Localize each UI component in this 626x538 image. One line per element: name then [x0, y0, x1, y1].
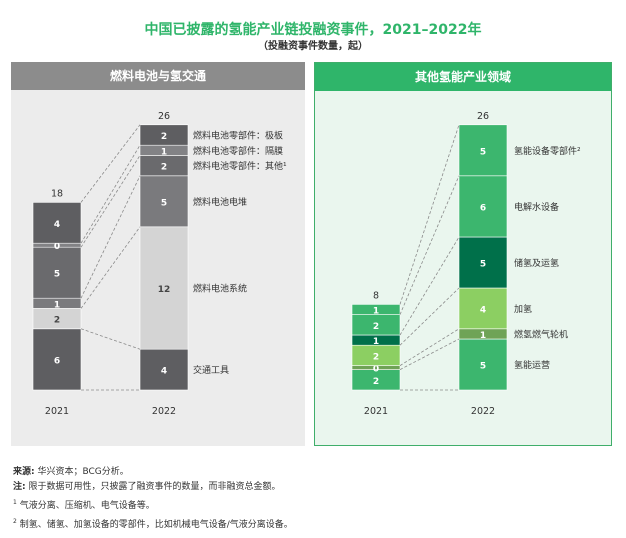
note-line: 注: 限于数据可用性，只披露了融资事件的数量，而非融资总金额。 — [13, 480, 293, 495]
left-series-label-5: 燃料电池零部件：极板 — [193, 130, 283, 142]
left-connector-2 — [80, 226, 141, 309]
left-bar-2021-label-0: 6 — [54, 356, 60, 366]
right-bar-2022-label-1: 1 — [480, 331, 486, 341]
right-connector-5 — [399, 175, 460, 315]
left-category-2022: 2022 — [152, 406, 176, 417]
footnote-1-mark: 1 — [13, 499, 17, 506]
left-series-label-3: 燃料电池零部件：其他¹ — [193, 160, 287, 172]
right-series-label-5: 氢能设备零部件² — [514, 145, 581, 157]
footnote-1-text: 气液分离、压缩机、电气设备等。 — [19, 501, 155, 511]
right-series-label-3: 储氢及运氢 — [514, 257, 559, 269]
left-bar-2021-label-1: 2 — [54, 316, 60, 326]
right-series-label-1: 燃氢燃气轮机 — [514, 328, 568, 340]
footnote-2: 2 制氢、储氢、加氢设备的零部件，比如机械电气设备/气液分离设备。 — [13, 514, 293, 533]
left-bar-2021-label-3: 5 — [54, 270, 60, 280]
left-bar-2022-label-3: 2 — [161, 163, 167, 173]
right-bar-2021-seg-5 — [351, 304, 401, 315]
right-bar-2022-label-3: 5 — [480, 260, 486, 270]
right-connector-2 — [399, 328, 460, 366]
left-panel-title: 燃料电池与氢交通 — [11, 62, 305, 90]
right-bar-2022-label-0: 5 — [480, 362, 486, 372]
left-bar-2021-seg-5 — [32, 202, 82, 244]
charts-svg: 6215041820214125212262022交通工具燃料电池系统燃料电池电… — [32, 111, 581, 417]
right-connector-1 — [399, 338, 460, 370]
left-bar-2021-label-4: 0 — [54, 242, 60, 252]
right-series-label-0: 氢能运营 — [514, 359, 550, 371]
right-total-2021: 8 — [373, 290, 379, 301]
left-bar-2022-seg-1 — [139, 226, 189, 350]
left-bar-2022-seg-0 — [139, 348, 189, 391]
right-panel-title: 其他氢能产业领域 — [315, 63, 611, 91]
right-bar-2022-seg-2 — [458, 287, 508, 330]
left-total-2022: 26 — [158, 111, 170, 122]
right-bar-2021-label-3: 1 — [373, 337, 379, 347]
right-bar-2021-label-5: 1 — [373, 307, 379, 317]
notes: 来源: 华兴资本；BCG分析。 注: 限于数据可用性，只披露了融资事件的数量，而… — [13, 465, 293, 533]
right-series-label-4: 电解水设备 — [514, 201, 559, 213]
left-bar-2021-seg-0 — [32, 328, 82, 391]
left-bar-2022-seg-5 — [139, 124, 189, 146]
left-bar-2021-label-2: 1 — [54, 300, 60, 310]
note-text: 限于数据可用性，只披露了融资事件的数量，而非融资总金额。 — [28, 482, 281, 492]
right-connector-4 — [399, 236, 460, 336]
right-bar-2022-label-5: 5 — [480, 147, 486, 157]
right-connector-6 — [399, 124, 460, 305]
left-connector-3 — [80, 175, 141, 299]
left-total-2021: 18 — [51, 188, 63, 199]
left-category-2021: 2021 — [45, 406, 69, 417]
left-series-label-4: 燃料电池零部件：隔膜 — [193, 145, 283, 157]
right-bar-2022-seg-0 — [458, 338, 508, 391]
left-bar-2022-label-1: 12 — [158, 285, 171, 295]
right-bar-2021-label-2: 2 — [373, 352, 379, 362]
left-bar-2022-label-2: 5 — [161, 198, 167, 208]
right-bar-2022-label-4: 6 — [480, 203, 486, 213]
right-total-2022: 26 — [477, 111, 489, 122]
right-connector-3 — [399, 287, 460, 346]
right-category-2021: 2021 — [364, 406, 388, 417]
chart-subtitle: （投融资事件数量，起） — [258, 41, 368, 52]
footnote-2-mark: 2 — [13, 518, 17, 525]
source-text: 华兴资本；BCG分析。 — [37, 467, 129, 477]
right-bar-2021-label-1: 0 — [373, 365, 379, 375]
left-connector-6 — [80, 124, 141, 203]
right-bar-2022-seg-5 — [458, 124, 508, 177]
left-bar-2022-label-0: 4 — [161, 367, 167, 377]
left-connector-1 — [80, 328, 141, 350]
right-series-label-2: 加氢 — [514, 303, 532, 315]
source-line: 来源: 华兴资本；BCG分析。 — [13, 465, 293, 480]
footnote-2-text: 制氢、储氢、加氢设备的零部件，比如机械电气设备/气液分离设备。 — [19, 520, 293, 530]
left-bar-2022-label-5: 2 — [161, 132, 167, 142]
right-category-2022: 2022 — [471, 406, 495, 417]
footnote-1: 1 气液分离、压缩机、电气设备等。 — [13, 495, 293, 514]
left-series-label-0: 交通工具 — [193, 364, 229, 376]
left-series-label-1: 燃料电池系统 — [193, 283, 247, 295]
right-bar-2022-seg-3 — [458, 236, 508, 289]
right-bar-2022-label-2: 4 — [480, 305, 486, 315]
chart-title: 中国已披露的氢能产业链投融资事件，2021–2022年 — [144, 22, 482, 38]
note-label: 注: — [13, 482, 26, 492]
right-bar-2021-label-4: 2 — [373, 322, 379, 332]
right-bar-2021-label-0: 2 — [373, 377, 379, 387]
left-series-label-2: 燃料电池电堆 — [193, 196, 247, 208]
left-bar-2021-label-5: 4 — [54, 220, 60, 230]
left-connector-5 — [80, 144, 141, 244]
source-label: 来源: — [13, 467, 35, 477]
left-connector-4 — [80, 155, 141, 248]
right-bar-2022-seg-4 — [458, 175, 508, 238]
left-bar-2022-label-4: 1 — [161, 147, 167, 157]
left-bar-2021-seg-3 — [32, 246, 82, 299]
